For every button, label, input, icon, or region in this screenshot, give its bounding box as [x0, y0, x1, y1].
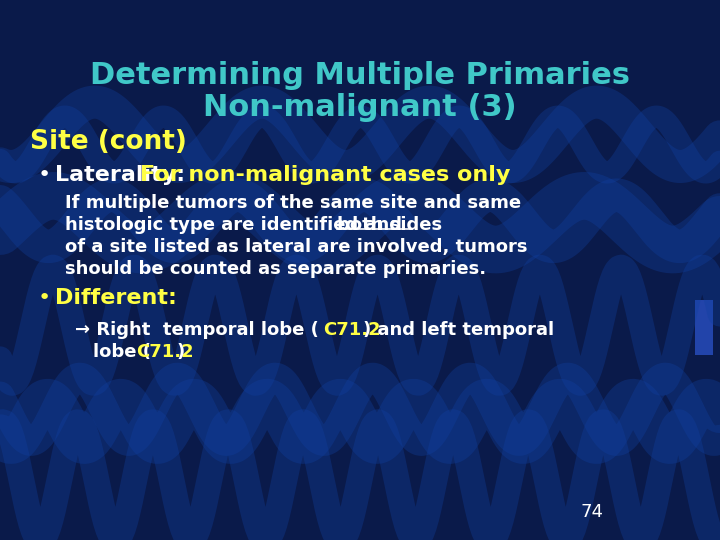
Text: histologic type are identified and: histologic type are identified and [65, 216, 408, 234]
Text: of a site listed as lateral are involved, tumors: of a site listed as lateral are involved… [65, 238, 528, 256]
Text: → Right  temporal lobe (: → Right temporal lobe ( [75, 321, 319, 339]
Text: Site (cont): Site (cont) [30, 129, 187, 155]
Text: should be counted as separate primaries.: should be counted as separate primaries. [65, 260, 486, 278]
Text: C71.2: C71.2 [323, 321, 381, 339]
Text: ) and left temporal: ) and left temporal [363, 321, 554, 339]
Text: •: • [38, 288, 51, 308]
Text: 74: 74 [580, 503, 603, 521]
Text: ): ) [176, 343, 184, 361]
Text: For non-malignant cases only: For non-malignant cases only [140, 165, 510, 185]
Text: C71.2: C71.2 [136, 343, 194, 361]
Text: Non-malignant (3): Non-malignant (3) [203, 93, 517, 123]
Text: •: • [38, 165, 51, 185]
Text: both sides: both sides [337, 216, 442, 234]
Text: Determining Multiple Primaries: Determining Multiple Primaries [90, 60, 630, 90]
Text: lobe (: lobe ( [93, 343, 151, 361]
Text: Different:: Different: [55, 288, 177, 308]
Text: Laterality:: Laterality: [55, 165, 193, 185]
Text: If multiple tumors of the same site and same: If multiple tumors of the same site and … [65, 194, 521, 212]
FancyBboxPatch shape [695, 300, 713, 355]
